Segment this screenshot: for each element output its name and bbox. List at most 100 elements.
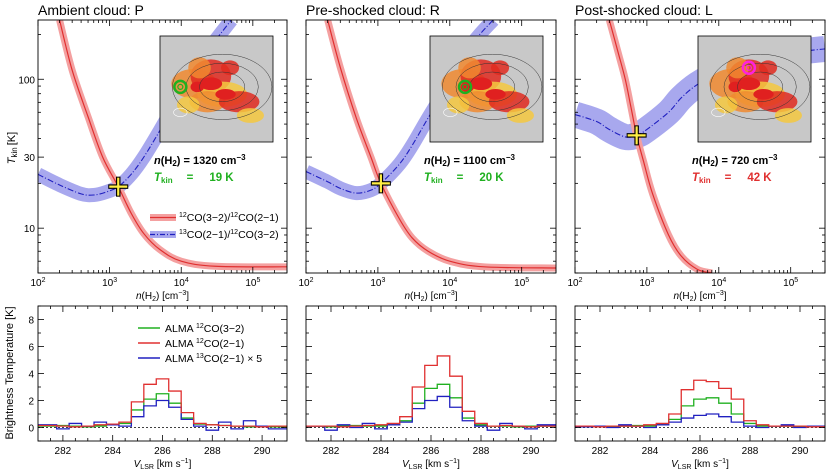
- tick-exp: 2: [310, 277, 314, 284]
- annotation-T-sub: kin: [431, 176, 443, 185]
- spectrum-12co21: [575, 379, 825, 428]
- tick-base: 10: [711, 278, 723, 289]
- tick-exp: 2: [42, 277, 46, 284]
- x-tick-label: 288: [204, 446, 221, 457]
- annotation-eq: =: [187, 172, 194, 184]
- tick-exp: 5: [256, 277, 260, 284]
- x-tick-label: 290: [523, 446, 540, 457]
- contour: [199, 71, 245, 102]
- x-axis-label-top: n(H2) [cm−3]: [673, 290, 726, 303]
- legend-green-label: ALMA 12CO(3−2): [165, 323, 244, 335]
- x-tick-label: 103: [639, 277, 654, 289]
- xlabel-part: LSR: [678, 464, 692, 471]
- y-tick-label: 8: [28, 316, 34, 327]
- emission-blob: [221, 60, 240, 76]
- density-annotation: n(H2) = 1320 cm−3: [154, 153, 246, 168]
- position-marker-inner: [177, 83, 184, 90]
- emission-blob: [491, 60, 510, 76]
- emission-blob: [714, 96, 738, 114]
- bottom-panel-ambient: 282 284 286 288 290 0 2 4 6 8 VLSR [km s−1]: [28, 305, 288, 471]
- y-tick-label: 30: [24, 153, 36, 164]
- legend-blue-label: 13CO(2−1)/12CO(3−2): [179, 229, 279, 241]
- xlabel-part: (H: [679, 291, 690, 302]
- annotation-part: n: [424, 155, 431, 167]
- emission-blob: [726, 57, 749, 79]
- tick-exp: 4: [722, 277, 726, 284]
- emission-core: [737, 77, 761, 91]
- spectrum-12co21: [38, 378, 287, 428]
- tick-exp: 4: [185, 277, 189, 284]
- annotation-part: −3: [768, 153, 778, 162]
- x-tick-label: 282: [55, 446, 72, 457]
- annotation-part: −3: [236, 153, 246, 162]
- tick-base: 10: [102, 278, 114, 289]
- annotation-part: 2: [710, 159, 715, 168]
- x-axis-label-bottom: VLSR [km s−1]: [402, 458, 460, 471]
- x-tick-label: 288: [473, 446, 490, 457]
- plot-area: [575, 379, 825, 429]
- tick-base: 10: [174, 278, 186, 289]
- x-tick-label: 105: [783, 277, 798, 289]
- emission-blob: [759, 60, 778, 76]
- emission-core: [728, 81, 743, 93]
- intersection-cross: [626, 125, 647, 146]
- panel-title-preshocked: Pre-shocked cloud: R: [306, 2, 440, 18]
- annotation-T-value: 42 K: [747, 172, 772, 184]
- density-annotation: n(H2) = 1100 cm−3: [424, 153, 516, 168]
- tick-exp: 5: [525, 277, 529, 284]
- annotation-part: (H: [431, 155, 443, 167]
- x-axis-label-bottom: VLSR [km s−1]: [134, 458, 192, 471]
- annotation-T-value: 19 K: [209, 172, 234, 184]
- tick-base: 10: [370, 278, 382, 289]
- x-axis-label-top: n(H2) [cm−3]: [136, 290, 189, 303]
- x-tick-label: 284: [104, 446, 121, 457]
- x-tick-label: 102: [298, 277, 313, 289]
- annotation-T-sub: kin: [699, 176, 711, 185]
- emission-blob: [188, 57, 211, 79]
- emission-blob: [446, 96, 470, 114]
- annotation-part: n: [154, 155, 161, 167]
- intersection-cross: [370, 173, 391, 194]
- contour: [455, 62, 529, 111]
- contour-white: [711, 107, 726, 117]
- x-tick-label: 286: [154, 446, 171, 457]
- contour: [723, 62, 797, 111]
- x-tick-label: 103: [370, 277, 385, 289]
- y-axis-label-top: Tkin[K]: [6, 132, 19, 164]
- contour-white: [443, 107, 458, 117]
- y-tick-label: 6: [28, 343, 34, 354]
- x-tick-label: 103: [102, 277, 117, 289]
- blue-ratio-line: [575, 48, 825, 138]
- x-tick-label: 282: [323, 446, 340, 457]
- x-tick-label: 286: [692, 446, 709, 457]
- x-tick-label: 290: [254, 446, 271, 457]
- annotation-part: (H: [699, 155, 711, 167]
- temperature-annotation: Tkin = 42 K: [692, 172, 772, 185]
- xlabel-part: 2: [152, 296, 156, 303]
- annotation-part: 2: [442, 159, 447, 168]
- xlabel-part: V: [671, 459, 679, 470]
- emission-core: [753, 89, 774, 100]
- red-ratio-line: [608, 20, 712, 273]
- xlabel-part: [km s: [422, 459, 449, 470]
- y-axis-label-bottom: Brightness Temperature [K]: [4, 306, 16, 439]
- y-tick-label: 0: [28, 424, 34, 435]
- tick-base: 10: [442, 278, 454, 289]
- legend-red-label-bottom: ALMA 12CO(2−1): [165, 338, 244, 350]
- emission-core: [485, 89, 506, 100]
- bottom-legend: ALMA 12CO(3−2) ALMA 12CO(2−1) ALMA 13CO(…: [138, 323, 262, 365]
- annotation-part: n: [692, 155, 699, 167]
- plot-area: [306, 355, 556, 431]
- spectrum-12co32: [575, 397, 825, 428]
- y-tick-label: 10: [24, 224, 36, 235]
- xlabel-part: −3: [716, 290, 724, 297]
- spectrum-12co21: [306, 355, 556, 428]
- contour-white: [173, 107, 188, 117]
- position-marker-outer: [741, 60, 757, 76]
- tick-exp: 3: [651, 277, 655, 284]
- xlabel-part: [km s: [691, 459, 718, 470]
- tick-base: 10: [30, 278, 42, 289]
- blue-ratio-line: [306, 20, 494, 194]
- x-tick-label: 288: [742, 446, 759, 457]
